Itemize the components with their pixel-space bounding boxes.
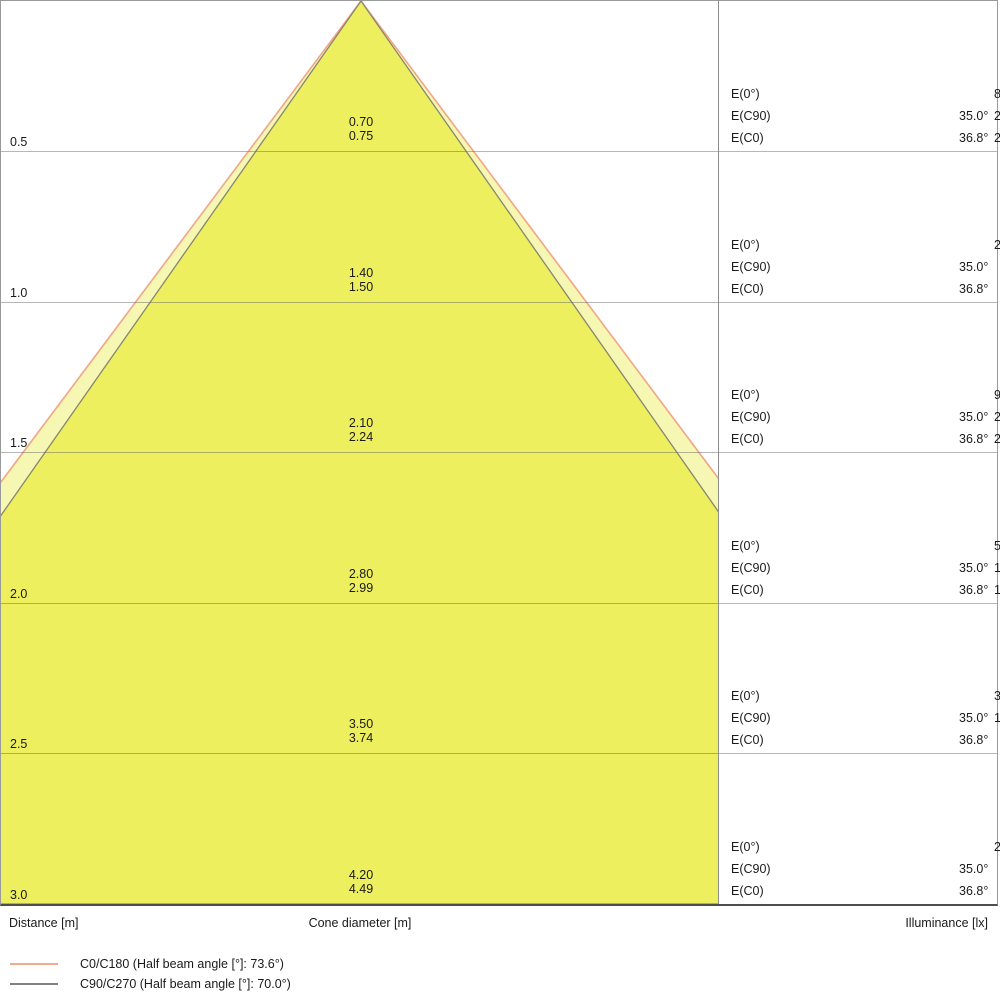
ec0-value: 67 <box>994 880 1000 902</box>
cone-diameter-values: 4.20 4.49 <box>261 868 461 896</box>
legend-c0-label: C0/C180 (Half beam angle [°]: 73.6°) <box>80 957 284 971</box>
c0-line-swatch <box>10 963 58 965</box>
gridline-0-5m <box>1 151 997 152</box>
e0-value: 990 <box>994 388 1000 402</box>
ec90-value: 296 <box>994 410 1000 424</box>
e0-label: E(0°) <box>731 539 760 553</box>
cone-diameter-c90: 4.20 <box>348 868 374 882</box>
ec0-angle: 36.8° <box>959 131 989 145</box>
e0-value: 356 <box>994 689 1000 703</box>
cone-diameter-values: 0.70 0.75 <box>261 115 461 143</box>
ec90-angle: 35.0° <box>959 561 989 575</box>
gridline-1-5m <box>1 452 997 453</box>
ec90-value: 74 <box>994 858 1000 880</box>
illuminance-block: E(0°) 248 E(C90) 35.0° 74 E(C0) 36.8° 67 <box>731 836 1000 902</box>
ec90-label: E(C90) <box>731 109 771 123</box>
ec90-label: E(C90) <box>731 862 771 876</box>
ec90-angle: 35.0° <box>959 711 989 725</box>
cone-diameter-values: 2.80 2.99 <box>261 567 461 595</box>
ec90-angle: 35.0° <box>959 410 989 424</box>
gridline-1-0m <box>1 302 997 303</box>
cone-diameter-c90: 2.10 <box>348 416 374 430</box>
gridline-2-5m <box>1 753 997 754</box>
ec90-label: E(C90) <box>731 711 771 725</box>
chart-area: 0.5 1.0 1.5 2.0 2.5 3.0 0.70 0.75 1.40 1… <box>0 0 1000 906</box>
distance-label: 2.0 <box>10 587 28 601</box>
cone-diameter-c0: 3.74 <box>348 731 374 745</box>
ec0-label: E(C0) <box>731 131 764 145</box>
cone-diameter-values: 3.50 3.74 <box>261 717 461 745</box>
illuminance-block: E(0°) 8910 E(C90) 35.0° 2661 E(C0) 36.8°… <box>731 83 1000 149</box>
ec90-label: E(C90) <box>731 561 771 575</box>
distance-label: 2.5 <box>10 737 28 751</box>
illuminance-block: E(0°) 557 E(C90) 35.0° 166 E(C0) 36.8° 1… <box>731 535 1000 601</box>
cone-diameter-c90: 3.50 <box>348 717 374 731</box>
legend-item-c0-c180: C0/C180 (Half beam angle [°]: 73.6°) <box>10 954 291 974</box>
distance-label: 3.0 <box>10 888 28 902</box>
cone-diameter-values: 1.40 1.50 <box>261 266 461 294</box>
ec0-label: E(C0) <box>731 282 764 296</box>
e0-label: E(0°) <box>731 87 760 101</box>
cone-diameter-axis-label: Cone diameter [m] <box>308 916 412 930</box>
illuminance-block: E(0°) 990 E(C90) 35.0° 296 E(C0) 36.8° 2… <box>731 384 1000 450</box>
e0-label: E(0°) <box>731 238 760 252</box>
ec0-angle: 36.8° <box>959 583 989 597</box>
distance-axis-label: Distance [m] <box>9 916 79 930</box>
e0-label: E(0°) <box>731 840 760 854</box>
cone-diameter-c0: 4.49 <box>348 882 374 896</box>
ec0-value: 267 <box>994 432 1000 446</box>
e0-value: 2228 <box>994 238 1000 252</box>
ec0-angle: 36.8° <box>959 282 989 296</box>
e0-label: E(0°) <box>731 388 760 402</box>
ec90-value: 665 <box>994 256 1000 278</box>
ec0-angle: 36.8° <box>959 884 989 898</box>
ec90-value: 2661 <box>994 109 1000 123</box>
e0-label: E(0°) <box>731 689 760 703</box>
ec90-value: 106 <box>994 711 1000 725</box>
distance-label: 1.0 <box>10 286 28 300</box>
cone-diameter-c90: 2.80 <box>348 567 374 581</box>
legend: C0/C180 (Half beam angle [°]: 73.6°) C90… <box>10 954 291 994</box>
ec0-label: E(C0) <box>731 432 764 446</box>
ec0-value: 96 <box>994 729 1000 751</box>
ec0-label: E(C0) <box>731 583 764 597</box>
ec90-label: E(C90) <box>731 410 771 424</box>
distance-label: 1.5 <box>10 436 28 450</box>
ec90-angle: 35.0° <box>959 260 989 274</box>
ec90-label: E(C90) <box>731 260 771 274</box>
ec0-label: E(C0) <box>731 884 764 898</box>
e0-value: 557 <box>994 539 1000 553</box>
e0-value: 248 <box>994 840 1000 854</box>
ec90-value: 166 <box>994 561 1000 575</box>
gridline-2-0m <box>1 603 997 604</box>
cone-diameter-c0: 1.50 <box>348 280 374 294</box>
distance-label: 0.5 <box>10 135 28 149</box>
legend-item-c90-c270: C90/C270 (Half beam angle [°]: 70.0°) <box>10 974 291 994</box>
panel-divider <box>718 1 719 904</box>
cone-diameter-values: 2.10 2.24 <box>261 416 461 444</box>
illuminance-block: E(0°) 356 E(C90) 35.0° 106 E(C0) 36.8° 9… <box>731 685 1000 751</box>
legend-c90-label: C90/C270 (Half beam angle [°]: 70.0°) <box>80 977 291 991</box>
ec0-angle: 36.8° <box>959 432 989 446</box>
ec0-value: 601 <box>994 278 1000 300</box>
cone-diameter-c0: 0.75 <box>348 129 374 143</box>
illuminance-axis-label: Illuminance [lx] <box>905 916 988 930</box>
ec90-angle: 35.0° <box>959 862 989 876</box>
ec90-angle: 35.0° <box>959 109 989 123</box>
c90-line-swatch <box>10 983 58 985</box>
axis-labels-row: Distance [m] Cone diameter [m] Illuminan… <box>0 916 996 932</box>
illuminance-block: E(0°) 2228 E(C90) 35.0° 665 E(C0) 36.8° … <box>731 234 1000 300</box>
cone-diameter-c90: 0.70 <box>348 115 374 129</box>
ec0-value: 2403 <box>994 131 1000 145</box>
e0-value: 8910 <box>994 87 1000 101</box>
ec0-angle: 36.8° <box>959 733 989 747</box>
cone-diameter-c90: 1.40 <box>348 266 374 280</box>
cone-diameter-c0: 2.99 <box>348 581 374 595</box>
ec0-value: 150 <box>994 583 1000 597</box>
cone-diameter-c0: 2.24 <box>348 430 374 444</box>
ec0-label: E(C0) <box>731 733 764 747</box>
